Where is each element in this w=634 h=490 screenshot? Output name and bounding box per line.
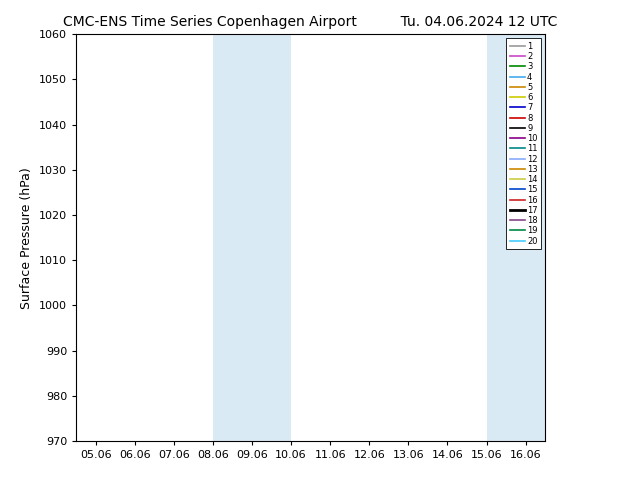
Legend: 1, 2, 3, 4, 5, 6, 7, 8, 9, 10, 11, 12, 13, 14, 15, 16, 17, 18, 19, 20: 1, 2, 3, 4, 5, 6, 7, 8, 9, 10, 11, 12, 1… [507, 39, 541, 249]
Bar [213, 34, 291, 441]
Bar [487, 34, 565, 441]
Title: CMC-ENS Time Series Copenhagen Airport          Tu. 04.06.2024 12 UTC: CMC-ENS Time Series Copenhagen Airport T… [63, 15, 558, 29]
Y-axis label: Surface Pressure (hPa): Surface Pressure (hPa) [20, 167, 34, 309]
